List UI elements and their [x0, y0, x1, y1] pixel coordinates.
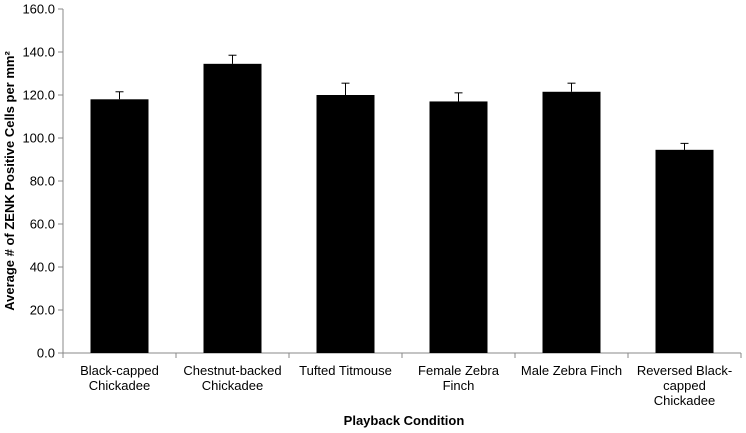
x-tick-label: Male Zebra Finch	[521, 363, 622, 378]
y-tick-label: 20.0	[30, 303, 55, 318]
x-tick-label: Female Zebra Finch	[418, 363, 500, 393]
y-tick-label: 100.0	[22, 131, 55, 146]
x-tick-label: Chestnut-backed Chickadee	[183, 363, 281, 393]
bar	[203, 63, 262, 353]
y-axis-title: Average # of ZENK Positive Cells per mm²	[2, 51, 17, 311]
bar	[655, 149, 714, 353]
x-tick-label: Reversed Black-capped Chickadee	[637, 363, 732, 408]
x-axis-title: Playback Condition	[344, 413, 465, 428]
x-tick-label: Black-capped Chickadee	[80, 363, 159, 393]
y-tick-label: 0.0	[37, 346, 55, 361]
y-tick-label: 140.0	[22, 45, 55, 60]
y-tick-label: 80.0	[30, 174, 55, 189]
y-tick-label: 40.0	[30, 260, 55, 275]
plot-area: 0.0 20.0 40.0 60.0 80.0 100.0 120.0 140.0 160.0 B…	[22, 2, 742, 408]
bar	[542, 91, 601, 354]
x-tick-label: Tufted Titmouse	[299, 363, 392, 378]
y-tick-label: 60.0	[30, 217, 55, 232]
y-tick-label: 160.0	[22, 2, 55, 17]
y-tick-label: 120.0	[22, 88, 55, 103]
bar	[429, 101, 488, 353]
bar	[316, 95, 375, 353]
bar	[90, 99, 149, 353]
